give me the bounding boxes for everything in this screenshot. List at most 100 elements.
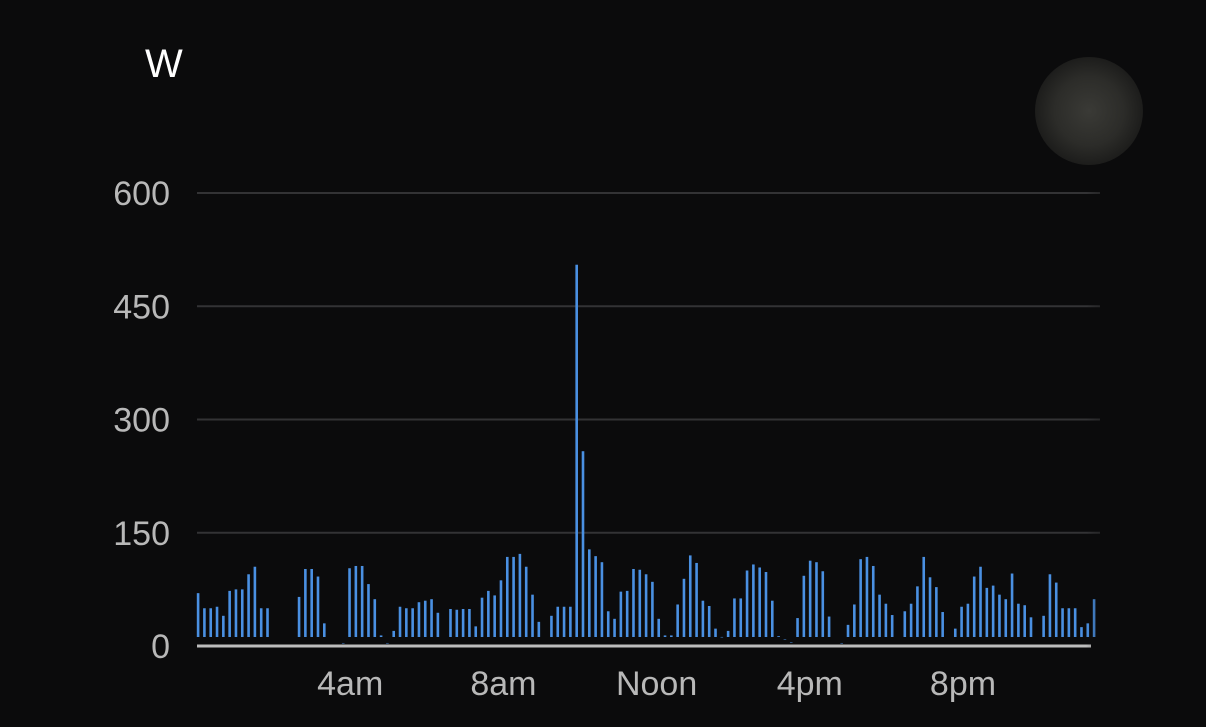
y-tick-label: 300: [113, 402, 170, 440]
bar: [354, 565, 358, 637]
bar: [1067, 608, 1071, 637]
bar: [777, 636, 780, 637]
bar: [707, 605, 711, 637]
bar: [714, 628, 717, 637]
bar: [480, 597, 484, 637]
bar: [632, 568, 635, 637]
bar: [581, 451, 585, 637]
bar: [890, 615, 894, 637]
bar: [531, 594, 534, 637]
bar: [789, 642, 793, 643]
bar: [846, 624, 850, 637]
bar: [493, 595, 496, 637]
bar: [297, 596, 301, 637]
bar: [979, 566, 982, 637]
bar: [228, 590, 231, 637]
bar: [247, 574, 250, 637]
bar: [745, 570, 749, 637]
bar: [392, 630, 396, 637]
bar: [903, 611, 907, 637]
bar: [953, 628, 957, 637]
bar: [1086, 623, 1090, 637]
x-tick-label: 8pm: [930, 665, 996, 703]
bar: [222, 615, 225, 637]
bar: [569, 606, 572, 637]
bar: [884, 603, 888, 637]
bar: [405, 608, 408, 637]
bar: [550, 615, 553, 637]
bar: [972, 576, 976, 637]
bar: [928, 577, 932, 637]
x-tick-label: 4am: [317, 665, 383, 703]
bar: [524, 566, 528, 637]
bar: [657, 618, 661, 637]
bar: [1023, 605, 1026, 637]
bar: [701, 600, 705, 637]
bar: [878, 594, 881, 637]
bar: [625, 590, 629, 637]
bar: [682, 578, 686, 637]
bar: [796, 618, 799, 637]
bar: [556, 606, 560, 637]
bar: [758, 567, 761, 637]
bar: [840, 642, 844, 644]
bar: [461, 609, 465, 637]
x-tick-label: Noon: [616, 665, 697, 703]
bar: [360, 565, 364, 637]
bar: [323, 623, 326, 637]
bar: [386, 642, 389, 644]
bar: [562, 606, 566, 637]
bar: [234, 589, 238, 638]
bar: [209, 608, 213, 637]
bar: [505, 556, 509, 637]
bar: [512, 556, 515, 637]
scroll-knob-icon[interactable]: [1035, 57, 1143, 165]
bar: [960, 606, 963, 637]
bar: [676, 604, 679, 637]
bar: [783, 639, 787, 640]
bar: [998, 594, 1001, 637]
bar: [733, 598, 736, 637]
bar: [651, 581, 654, 637]
bar: [1004, 599, 1008, 637]
bar: [909, 603, 913, 637]
bar: [518, 553, 522, 637]
y-tick-label: 450: [113, 288, 170, 326]
bar: [619, 591, 623, 637]
bar: [499, 580, 503, 637]
bar: [1048, 574, 1052, 637]
bar: [815, 562, 818, 637]
bar: [215, 606, 219, 637]
bar: [1042, 615, 1045, 637]
bar: [752, 564, 755, 637]
bar: [606, 611, 610, 637]
y-tick-label: 0: [151, 628, 170, 666]
x-tick-label: 4pm: [777, 665, 843, 703]
bar: [638, 569, 642, 637]
bar: [266, 608, 269, 637]
bar: [985, 587, 989, 637]
bar: [316, 576, 320, 637]
bar: [575, 264, 578, 637]
y-tick-label: 150: [113, 515, 170, 553]
bar: [379, 635, 383, 637]
bar: [1017, 603, 1020, 637]
bar: [474, 626, 478, 637]
bar: [1073, 608, 1077, 637]
bar: [1061, 608, 1064, 637]
bar: [203, 608, 206, 637]
bar: [423, 600, 427, 637]
bar: [259, 608, 263, 637]
bar: [411, 608, 414, 637]
bar: [808, 560, 812, 637]
y-tick-label: 600: [113, 175, 170, 213]
bar: [240, 589, 244, 638]
bar: [739, 598, 743, 637]
bar: [670, 635, 673, 637]
bar: [827, 616, 831, 637]
bar: [916, 586, 919, 637]
bar: [304, 568, 307, 637]
bar: [695, 562, 698, 637]
bar: [935, 587, 938, 637]
